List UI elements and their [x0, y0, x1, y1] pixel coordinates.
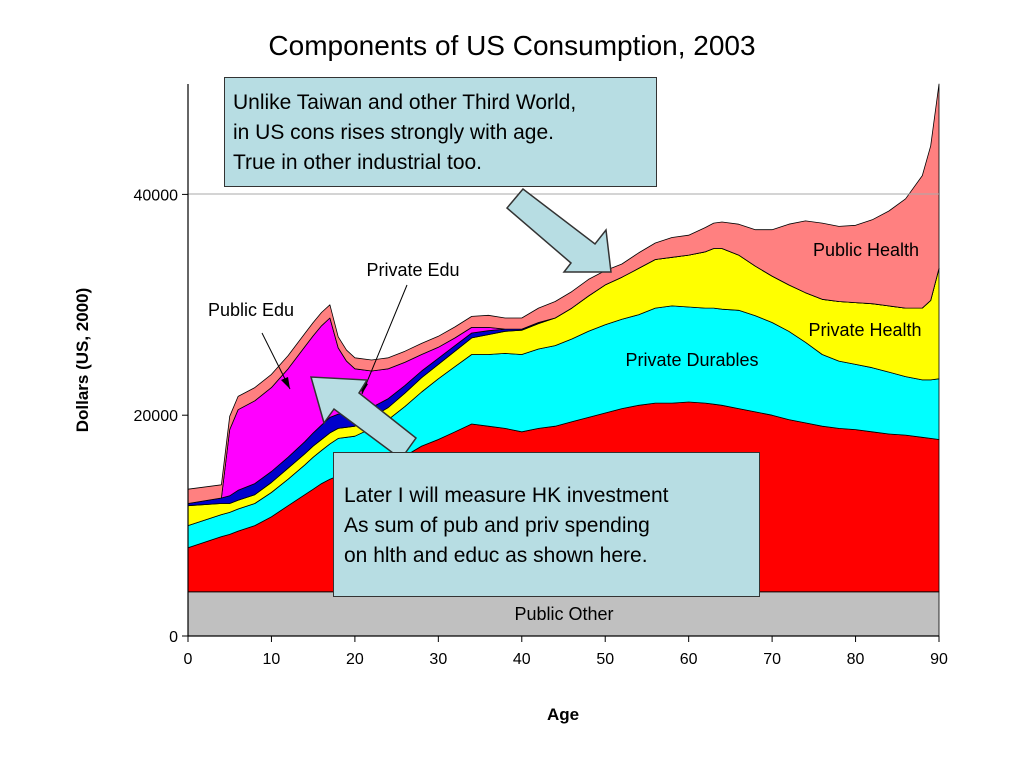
x-tick-label: 70 — [763, 651, 781, 668]
x-tick-label: 80 — [847, 651, 865, 668]
x-ticks: 0 10 20 30 40 50 60 70 80 90 — [184, 636, 948, 668]
chart-title: Components of US Consumption, 2003 — [268, 30, 755, 61]
annotation-top: Unlike Taiwan and other Third World, in … — [224, 77, 657, 187]
annotation-bottom-line: As sum of pub and priv spending — [344, 514, 650, 537]
y-tick-label: 0 — [169, 629, 178, 646]
x-axis-title: Age — [547, 705, 579, 724]
label-private-edu: Private Edu — [366, 260, 459, 280]
label-public-edu: Public Edu — [208, 300, 294, 320]
x-tick-label: 10 — [263, 651, 281, 668]
annotation-bottom: Later I will measure HK investment As su… — [333, 452, 760, 597]
x-tick-label: 60 — [680, 651, 698, 668]
y-tick-label: 20000 — [134, 408, 179, 425]
annotation-top-line: True in other industrial too. — [233, 151, 483, 174]
annotation-bottom-line: Later I will measure HK investment — [344, 484, 669, 507]
axes — [187, 84, 939, 637]
x-tick-label: 30 — [429, 651, 447, 668]
annotation-bottom-line: on hlth and educ as shown here. — [344, 544, 648, 567]
annotation-top-line: in US cons rises strongly with age. — [233, 121, 554, 144]
x-tick-label: 90 — [930, 651, 948, 668]
arrow-bottom — [309, 376, 418, 461]
label-public-other: Public Other — [514, 604, 613, 624]
y-ticks: 0 20000 40000 — [134, 187, 188, 646]
x-tick-label: 20 — [346, 651, 364, 668]
leader-private-edu — [361, 284, 408, 395]
label-public-health: Public Health — [813, 240, 919, 260]
annotation-top-line: Unlike Taiwan and other Third World, — [233, 91, 577, 114]
x-tick-label: 0 — [184, 651, 193, 668]
x-tick-label: 40 — [513, 651, 531, 668]
y-axis-title: Dollars (US, 2000) — [73, 288, 92, 433]
callout-arrows — [309, 187, 612, 461]
label-private-health: Private Health — [808, 320, 921, 340]
arrow-top — [505, 187, 612, 273]
x-tick-label: 50 — [596, 651, 614, 668]
y-tick-label: 40000 — [134, 187, 179, 204]
area-series-7 — [187, 83, 940, 504]
label-private-durables: Private Durables — [625, 350, 758, 370]
leader-public-edu-head — [281, 377, 290, 389]
series-labels: Public Other Private Durables Private He… — [208, 240, 922, 624]
